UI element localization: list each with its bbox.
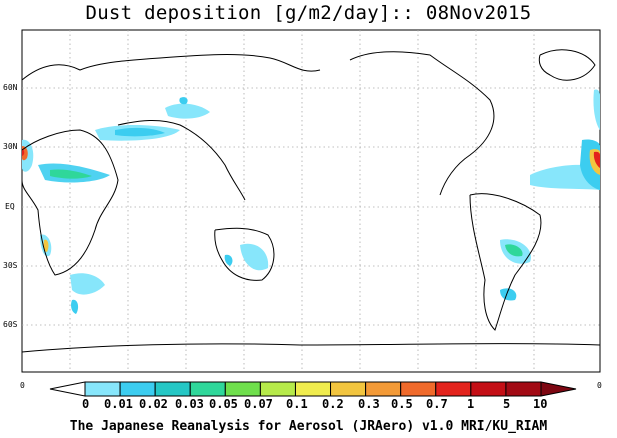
colorbar-swatch (84, 381, 121, 397)
lat-label-60s: 60S (3, 320, 18, 329)
colorbar-label-0-5: 0.5 (391, 397, 413, 411)
colorbar-swatch (365, 381, 402, 397)
colorbar-swatch (400, 381, 437, 397)
lat-label-30n: 30N (3, 142, 18, 151)
colorbar-swatch (330, 381, 367, 397)
colorbar-label-0-07: 0.07 (244, 397, 273, 411)
colorbar-label-0-01: 0.01 (104, 397, 133, 411)
colorbar-label-0: 0 (82, 397, 90, 411)
map-title: Dust deposition [g/m2/day]:: 08Nov2015 (85, 2, 532, 24)
colorbar-label-10: 10 (533, 397, 548, 411)
colorbar-swatch (154, 381, 191, 397)
dust-shading (22, 89, 600, 314)
colorbar-swatch (470, 381, 507, 397)
colorbar-label-0-2: 0.2 (322, 397, 344, 411)
axis-zero-right: 0 (597, 381, 602, 390)
colorbar-right-triangle (540, 381, 577, 397)
axis-zero-left: 0 (20, 381, 25, 390)
colorbar-label-0-02: 0.02 (139, 397, 168, 411)
colorbar-swatch (189, 381, 226, 397)
coastlines (21, 49, 601, 353)
colorbar-label-5: 5 (503, 397, 511, 411)
colorbar-left-triangle (49, 381, 86, 397)
colorbar-swatch (505, 381, 542, 397)
colorbar-swatch (119, 381, 156, 397)
colorbar-swatch (224, 381, 261, 397)
colorbar-swatch (294, 381, 332, 397)
lat-label-30s: 30S (3, 261, 18, 270)
colorbar-label-0-03: 0.03 (175, 397, 204, 411)
colorbar-label-0-1: 0.1 (286, 397, 308, 411)
colorbar-label-0-7: 0.7 (426, 397, 448, 411)
footer-credit: The Japanese Reanalysis for Aerosol (JRA… (69, 419, 548, 434)
colorbar-label-0-3: 0.3 (358, 397, 380, 411)
colorbar-swatch (259, 381, 296, 397)
lat-label-60n: 60N (3, 83, 18, 92)
colorbar-swatch (435, 381, 472, 397)
lat-label-eq: EQ (5, 202, 15, 211)
colorbar-label-0-05: 0.05 (209, 397, 238, 411)
colorbar-label-1: 1 (467, 397, 475, 411)
